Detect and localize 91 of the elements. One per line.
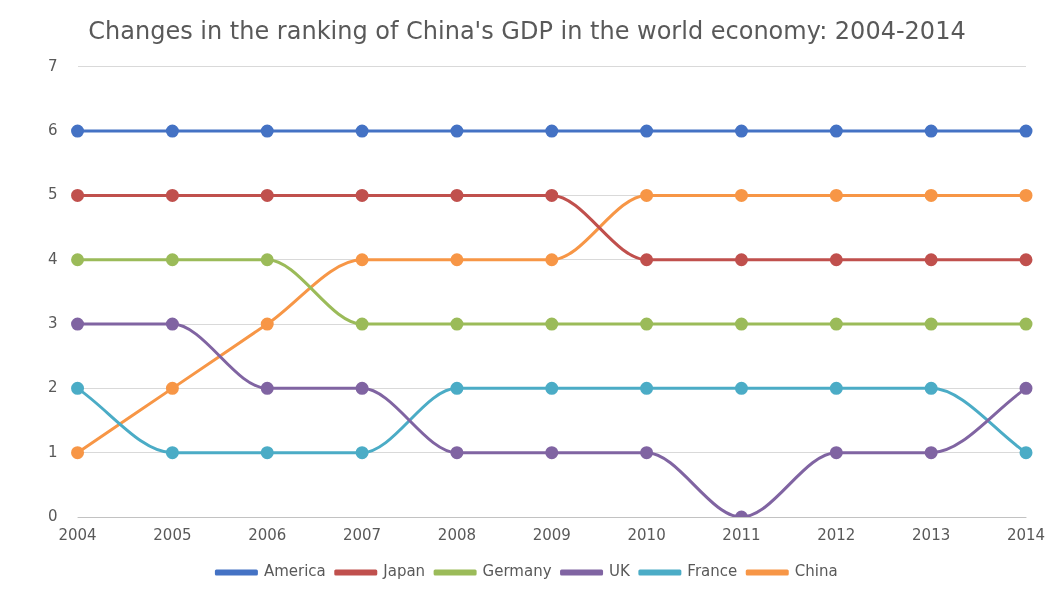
point [355,124,369,138]
legend-label: France [687,562,738,581]
point [734,381,748,395]
y-tick-label: 3 [48,313,58,332]
point [450,381,464,395]
point [640,124,654,138]
point [450,446,464,460]
x-tick-label: 2008 [437,525,477,544]
point [260,188,274,202]
point [355,188,369,202]
point [640,446,654,460]
point [829,317,843,331]
point [1019,317,1033,331]
point [260,124,274,138]
y-tick-label: 4 [48,249,58,268]
point [545,317,559,331]
point [734,317,748,331]
x-tick-label: 2011 [722,525,761,544]
point [355,317,369,331]
point [165,381,179,395]
point [924,253,938,267]
y-tick-label: 0 [48,506,58,525]
point [734,188,748,202]
y-tick-label: 5 [48,185,58,204]
point [545,446,559,460]
point [829,188,843,202]
legend-label: China [794,562,838,581]
point [355,253,369,267]
point [545,253,559,267]
point [355,381,369,395]
point [450,124,464,138]
point [165,446,179,460]
point [545,381,559,395]
point [355,446,369,460]
point [924,381,938,395]
point [165,124,179,138]
x-tick-label: 2009 [532,525,571,544]
y-tick-label: 6 [48,121,58,139]
point [71,188,85,202]
point [165,188,179,202]
point [734,124,748,138]
y-tick-label: 2 [48,378,58,397]
point [1019,188,1033,202]
point [734,253,748,267]
point [640,317,654,331]
point [165,317,179,331]
point [829,253,843,267]
point [924,317,938,331]
point [829,124,843,138]
point [1019,124,1033,138]
point [71,124,85,138]
y-tick-label: 7 [48,56,58,75]
point [450,253,464,267]
x-tick-label: 2012 [817,525,856,544]
point [640,381,654,395]
point [260,446,274,460]
point [829,446,843,460]
legend-label: Japan [382,562,426,581]
point [260,317,274,331]
point [260,381,274,395]
point [450,188,464,202]
point [71,381,85,395]
y-tick-label: 1 [48,442,58,461]
point [1019,446,1033,460]
point [640,253,654,267]
legend-label: UK [609,562,632,581]
legend-label: Germany [482,562,552,581]
point [71,253,85,267]
point [165,253,179,267]
legend-label: America [263,562,326,581]
x-tick-label: 2010 [627,525,666,544]
x-tick-label: 2004 [58,525,97,544]
chart-title: Changes in the ranking of China's GDP in the world economy: 2004-2014 [88,16,966,45]
x-tick-label: 2013 [912,525,951,544]
point [545,188,559,202]
point [829,381,843,395]
point [545,124,559,138]
point [1019,253,1033,267]
point [924,124,938,138]
x-tick-label: 2005 [153,525,192,544]
point [924,188,938,202]
point [450,317,464,331]
x-tick-label: 2014 [1006,525,1046,544]
point [924,446,938,460]
point [260,253,274,267]
point [71,317,85,331]
point [1019,381,1033,395]
x-tick-label: 2006 [248,525,287,544]
point [640,188,654,202]
x-tick-label: 2007 [342,525,382,544]
point [71,446,85,460]
